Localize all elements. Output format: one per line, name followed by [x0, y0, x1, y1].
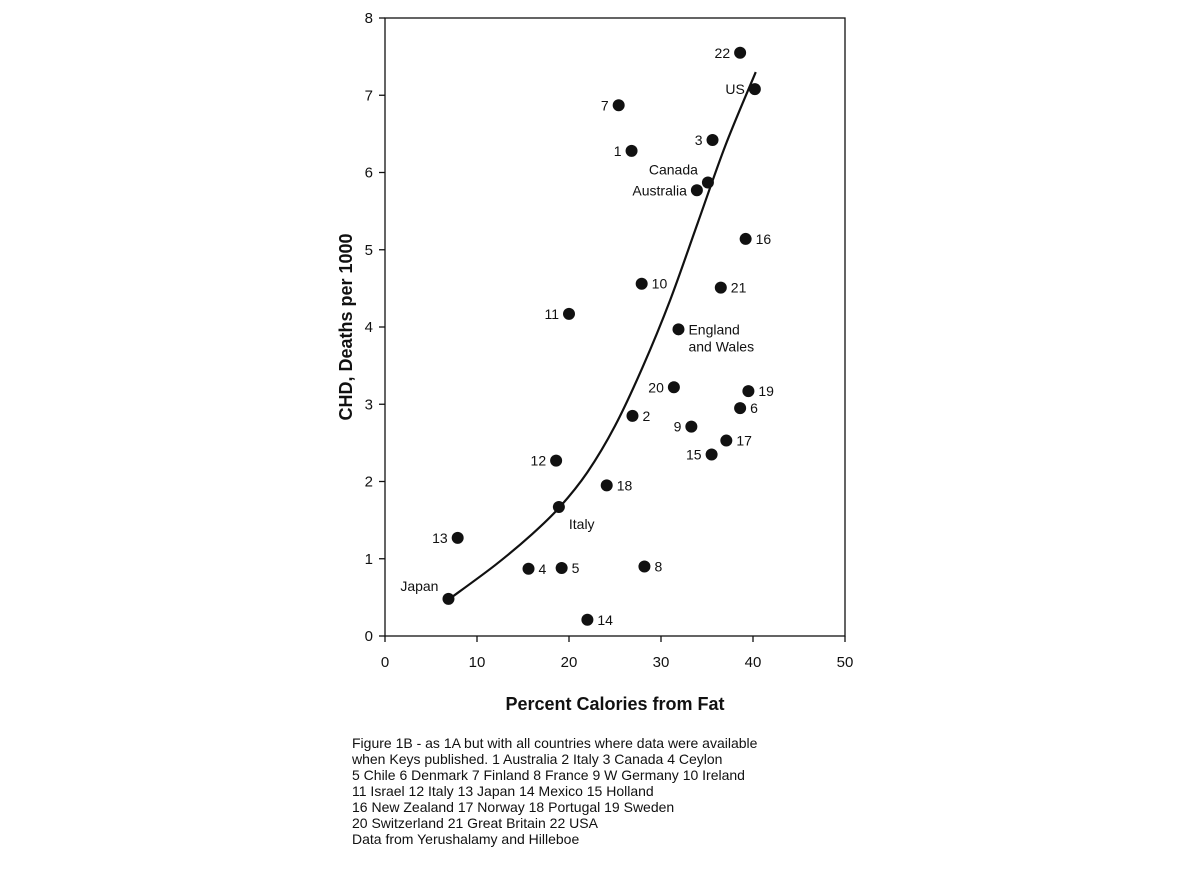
data-point [734, 46, 747, 59]
data-point [581, 613, 594, 626]
x-tick-label: 20 [561, 654, 578, 671]
point-label: 16 [756, 231, 772, 247]
point-label: 12 [531, 453, 547, 469]
data-point [734, 402, 747, 415]
point-label: 17 [736, 433, 752, 449]
point-labels: 22 US 7 3 1 Canada Australia 16 10 21 11 Englandand… [400, 45, 774, 628]
point-label: 8 [654, 558, 662, 574]
data-point [701, 176, 714, 189]
data-point [705, 448, 718, 461]
point-label: 15 [686, 446, 702, 462]
point-label: Australia [632, 182, 687, 198]
point-label: 21 [731, 280, 747, 296]
point-label: and Wales [688, 338, 754, 354]
data-point [522, 562, 535, 575]
data-point [672, 323, 685, 336]
data-point [635, 277, 648, 290]
data-point [638, 560, 651, 573]
data-point [720, 434, 733, 447]
point-label: 11 [544, 306, 559, 322]
caption-line: 11 Israel 12 Italy 13 Japan 14 Mexico 15… [352, 783, 654, 799]
x-tick-label: 50 [837, 654, 854, 671]
data-point [563, 307, 575, 320]
caption-line: Figure 1B - as 1A but with all countries… [352, 735, 758, 751]
x-tick-label: 0 [381, 654, 389, 671]
point-label: 3 [695, 132, 703, 148]
point-label: 6 [750, 400, 758, 416]
y-tick-label: 0 [365, 628, 373, 645]
data-point [739, 232, 752, 245]
point-label: 13 [432, 530, 448, 546]
data-point [442, 592, 455, 605]
y-tick-label: 8 [365, 10, 373, 27]
point-label: Italy [569, 516, 595, 532]
figure-caption: Figure 1B - as 1A but with all countries… [352, 735, 912, 847]
y-tick-label: 5 [365, 242, 373, 259]
data-point [667, 381, 680, 394]
data-point [550, 454, 563, 467]
caption-line: when Keys published. 1 Australia 2 Italy… [352, 751, 723, 767]
data-point [685, 420, 698, 433]
point-label: England [688, 321, 739, 337]
data-point [612, 99, 625, 112]
trend-curve-group [448, 71, 757, 600]
y-tick-label: 4 [365, 319, 373, 336]
data-point [714, 281, 727, 294]
data-point [555, 562, 568, 575]
point-label: 2 [642, 408, 650, 424]
point-label: 9 [674, 419, 682, 435]
x-tick-label: 40 [745, 654, 762, 671]
point-label: 4 [539, 561, 547, 577]
x-axis-title: Percent Calories from Fat [505, 694, 724, 714]
y-tick-label: 7 [365, 87, 373, 104]
y-tick-label: 2 [365, 474, 373, 491]
point-label: 18 [617, 477, 633, 493]
data-point [706, 134, 719, 147]
data-point [552, 500, 565, 513]
plot-frame [384, 17, 846, 637]
trend-curve [448, 71, 757, 600]
point-label: 14 [597, 612, 613, 628]
point-label: Japan [400, 578, 438, 594]
point-label: 19 [758, 383, 774, 399]
data-point [625, 144, 638, 157]
point-label: US [725, 81, 744, 97]
point-label: 10 [652, 276, 668, 292]
y-tick-label: 1 [365, 551, 373, 568]
y-axis-title: CHD, Deaths per 1000 [336, 233, 356, 420]
data-point [742, 385, 755, 398]
caption-line: 20 Switzerland 21 Great Britain 22 USA [352, 815, 598, 831]
y-tick-label: 3 [365, 396, 373, 413]
caption-line: 5 Chile 6 Denmark 7 Finland 8 France 9 W… [352, 767, 745, 783]
point-label: 7 [601, 97, 609, 113]
point-label: Canada [649, 162, 698, 178]
point-label: 1 [614, 143, 622, 159]
point-label: 20 [648, 379, 664, 395]
data-points [442, 46, 761, 626]
caption-line: 16 New Zealand 17 Norway 18 Portugal 19 … [352, 799, 675, 815]
y-tick-label: 6 [365, 165, 373, 182]
point-label: 22 [715, 45, 731, 61]
point-label: 5 [572, 560, 580, 576]
data-point [626, 409, 639, 422]
data-point [451, 531, 464, 544]
caption-line: Data from Yerushalamy and Hilleboe [352, 831, 580, 847]
data-point [600, 479, 613, 492]
data-point [690, 184, 703, 197]
x-tick-label: 30 [653, 654, 670, 671]
x-tick-label: 10 [469, 654, 486, 671]
data-point [748, 83, 761, 96]
